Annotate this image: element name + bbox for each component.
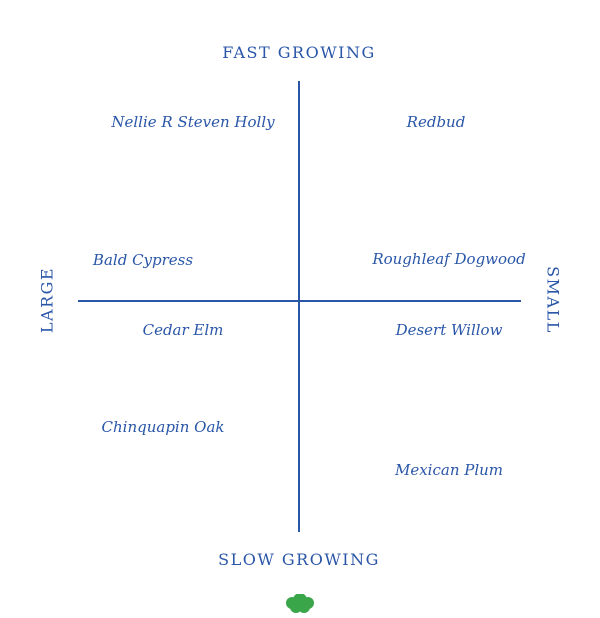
tree-label-desert-willow: Desert Willow (395, 321, 503, 339)
axis-label-large: LARGE (37, 266, 57, 334)
tree-label-bald-cypress: Bald Cypress (92, 251, 194, 269)
axis-label-slow-growing: SLOW GROWING (218, 550, 380, 569)
tree-label-chinquapin-oak: Chinquapin Oak (101, 418, 225, 436)
quadrant-chart: FAST GROWING SLOW GROWING LARGE SMALL Ne… (37, 43, 563, 613)
tree-icon (286, 594, 314, 613)
axis-label-small: SMALL (543, 266, 563, 334)
axis-label-fast-growing: FAST GROWING (222, 43, 376, 62)
growth-axis-line (298, 81, 300, 532)
size-axis-line (78, 300, 521, 302)
tree-label-nellie-r-steven-holly: Nellie R Steven Holly (111, 113, 275, 131)
tree-label-cedar-elm: Cedar Elm (142, 321, 224, 339)
tree-label-roughleaf-dogwood: Roughleaf Dogwood (372, 250, 526, 268)
tree-label-redbud: Redbud (406, 113, 466, 131)
tree-label-mexican-plum: Mexican Plum (394, 461, 504, 479)
